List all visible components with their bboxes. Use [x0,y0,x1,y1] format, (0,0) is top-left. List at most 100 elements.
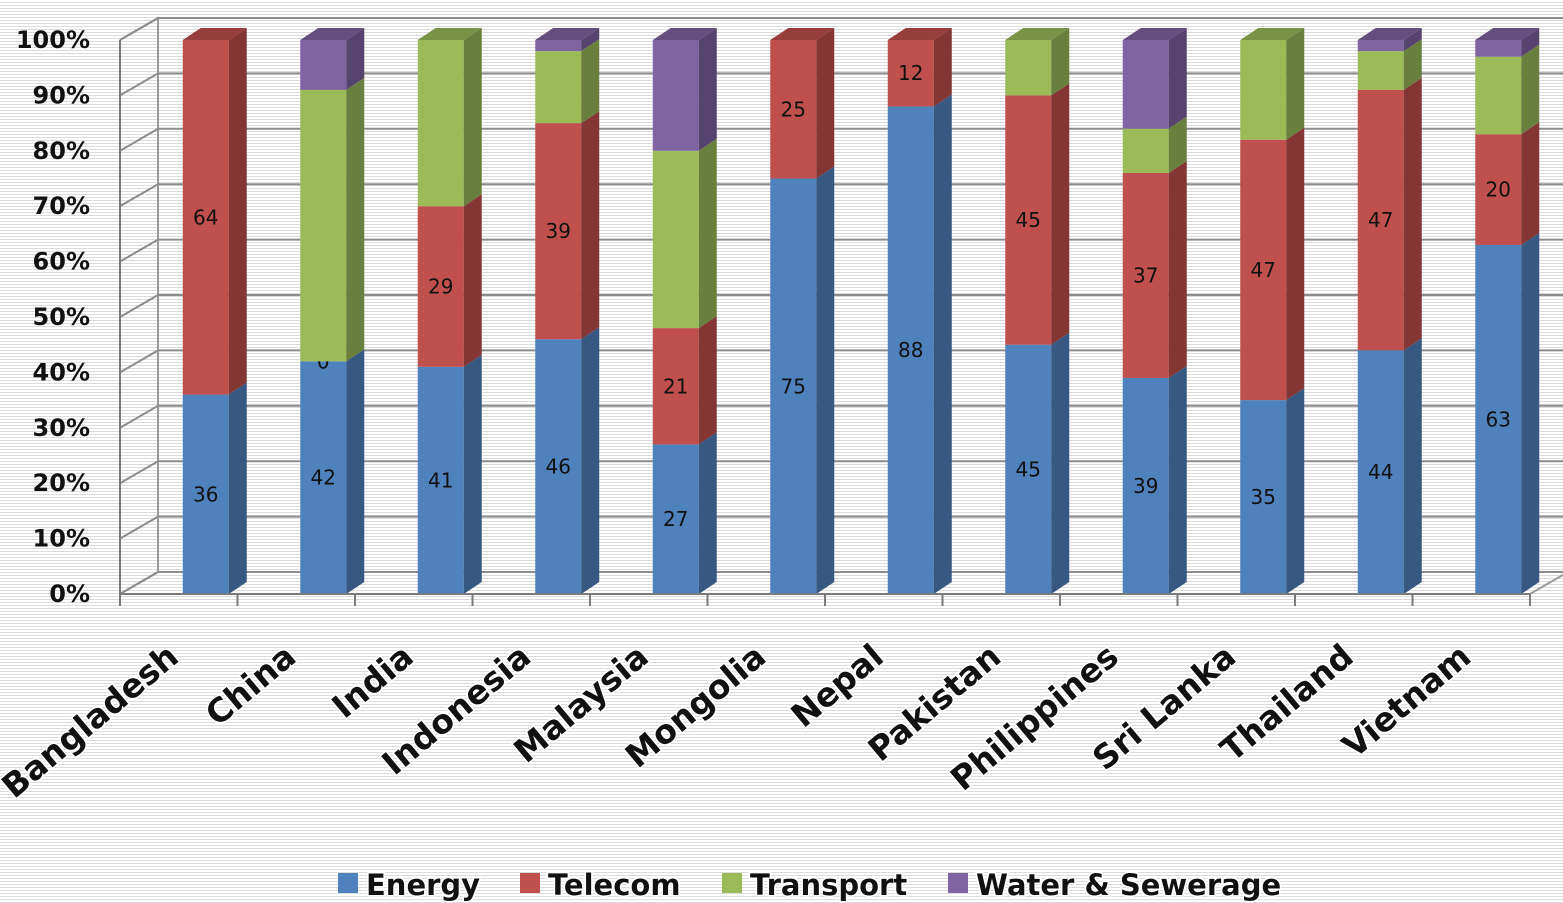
bar-segment-top [1122,28,1187,40]
bar-stack-sri-lanka: 35 47 [1240,28,1305,594]
bar-segment-side [463,194,482,367]
bar-segment-side [816,166,835,594]
data-label: 29 [428,275,453,299]
bar-segment [1475,56,1522,135]
bar-stack-vietnam: 63 20 [1475,28,1540,595]
y-tick-label: 90% [33,81,90,109]
bar-segment-side [346,77,365,362]
bar-segment [1240,139,1287,401]
bar-segment-side [1168,365,1187,594]
bar-segment-side [1521,28,1540,57]
bar-segment-side [1168,116,1187,173]
gridline [119,183,1563,208]
bar-segment-top [182,28,247,40]
bar-segment-top [535,28,600,40]
bar-segment [1357,350,1404,594]
bar-segment-top [1240,28,1305,40]
x-tick-label: Vietnam [1335,636,1478,765]
y-tick-label: 10% [33,525,90,553]
legend-item: Energy [338,867,482,903]
bar-segment [1005,344,1052,594]
y-tick-label: 30% [33,414,90,442]
bar-segment [652,150,699,329]
bar-segment [1005,95,1052,345]
bar-segment [1122,172,1169,378]
x-tick-label: India [324,636,420,726]
bar-segment-side [1168,28,1187,129]
gridline [119,571,1563,595]
gridline [119,460,1563,485]
x-tick-label: Thailand [1213,636,1361,769]
bar-segment-side [698,28,717,151]
bar-segment-side [346,28,365,90]
bar-segment-side [1286,127,1305,401]
data-label: 36 [193,482,218,506]
legend-item: Water & Sewerage [948,867,1283,903]
bar-segment [887,106,934,594]
bar-segment-side [581,327,600,594]
gridline [119,17,1563,41]
bar-segment [1122,40,1169,129]
data-label: 63 [1486,407,1511,431]
bar-segment-top [1475,28,1540,40]
bar-segment-side [228,28,247,395]
legend-swatch [520,873,540,893]
bar-segment-side [816,28,835,179]
bar-segment-side [1286,28,1305,140]
data-label: 44 [1368,460,1393,484]
bar-segment [1475,244,1522,595]
gridlines [119,17,1563,595]
bar-segment [1475,40,1522,57]
data-label: 35 [1251,485,1276,509]
bar-segment [1005,40,1052,96]
bar-stack-pakistan: 45 45 [1005,28,1070,594]
bar-segment [770,178,817,594]
legend-swatch [338,873,358,893]
bar-segment [652,444,699,594]
bar-segment-side [1521,44,1540,135]
bar-stack-thailand: 44 47 [1357,28,1422,594]
bar-segment [1357,40,1404,52]
bar-segment [1357,89,1404,351]
bar-segment [1240,40,1287,140]
legend-swatch [948,873,968,893]
bar-segment-top [887,28,952,40]
bar-segment-side [933,28,952,107]
bar-segment [417,366,464,594]
bar-segment-side [1403,39,1422,90]
bar-segment-side [698,316,717,445]
data-label: 21 [663,374,688,398]
legend-label: Transport [750,868,907,902]
legend-item: Telecom [520,867,682,903]
bar-segment-top [1357,28,1422,40]
bar-segment-side [698,432,717,594]
bar-segment-top [652,28,717,40]
data-label: 37 [1133,263,1158,287]
y-tick-label: 80% [33,137,90,165]
bar-segment [417,40,464,207]
bar-segment-side [1403,77,1422,351]
legend: Energy Telecom Transport Water & Sewerage [338,867,1283,903]
data-label: 64 [193,205,218,229]
data-label: 39 [1133,474,1158,498]
data-label: 25 [781,97,806,121]
y-tick-label: 60% [33,248,90,276]
data-label: 39 [546,219,571,243]
legend-label: Telecom [548,868,681,902]
bar-stack-malaysia: 27 21 [652,28,717,594]
bar-stack-indonesia: 46 39 [535,28,600,594]
bar-segment-side [933,94,952,594]
bar-stack-philippines: 39 37 [1122,28,1187,594]
bar-segment [535,339,582,594]
bar-segment [1357,51,1404,90]
bar-segment [1240,400,1287,594]
bar-stack-nepal: 88 12 [887,28,952,594]
bar-segment-side [463,28,482,207]
bar-stack-bangladesh: 36 64 [182,28,247,594]
bar-segment-side [1403,28,1422,52]
bar-segment [887,40,934,107]
x-tick-label: China [198,636,303,733]
bar-segment-side [1168,160,1187,378]
bar-segment [182,394,229,594]
